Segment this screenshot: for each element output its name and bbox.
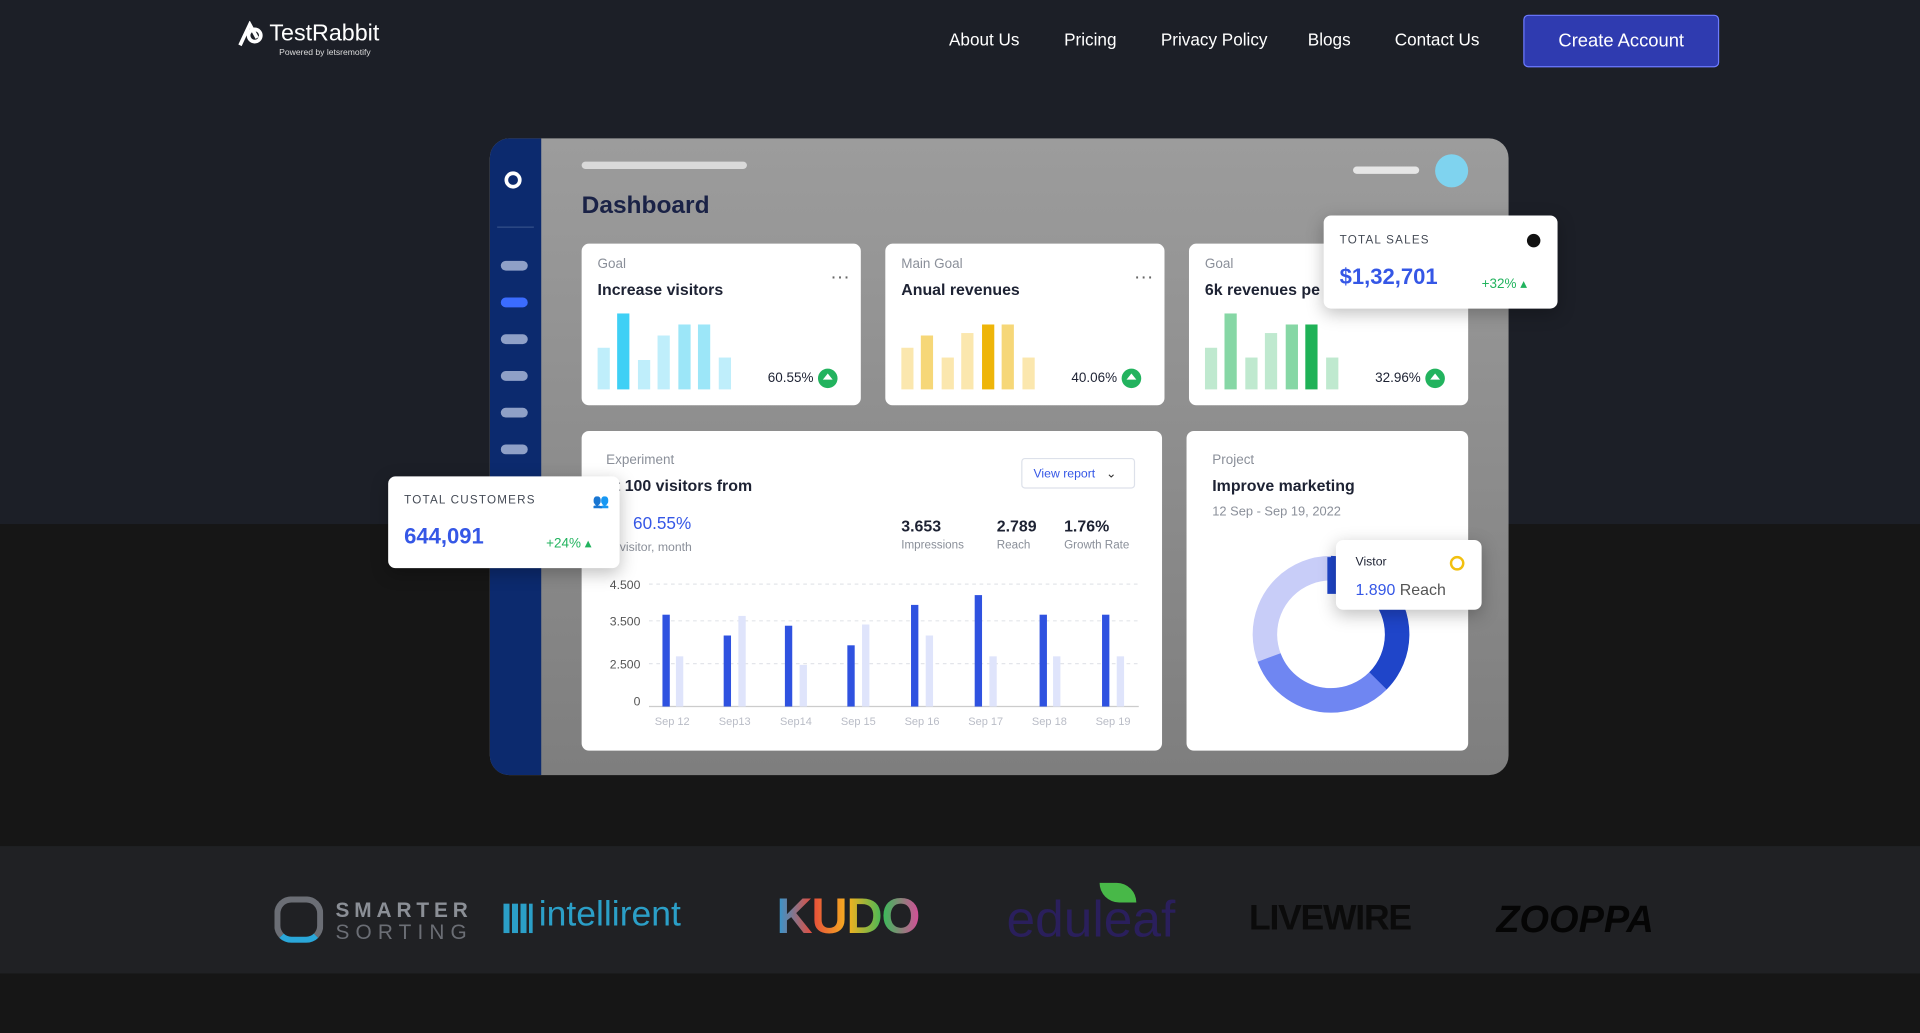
logo: SORTING	[335, 920, 473, 945]
sidebar-item[interactable]	[500, 444, 528, 455]
nav-link[interactable]: Pricing	[1064, 29, 1117, 49]
project-card: Project Improve marketing 12 Sep - Sep 1…	[1186, 431, 1469, 751]
tooltip-unit: Reach	[1399, 580, 1446, 599]
goal-title: Increase visitors	[597, 280, 724, 299]
stat-label: Reach	[996, 538, 1031, 553]
stat-label: Impressions	[901, 538, 964, 553]
sidebar-item[interactable]	[500, 297, 528, 308]
goal-card: Goal Increase visitors ··· 60.55%	[581, 243, 861, 406]
experiment-title: et 100 visitors from	[606, 476, 753, 495]
x-tick-label: Sep14	[780, 716, 812, 728]
nav-link[interactable]: Blogs	[1307, 29, 1351, 49]
sidebar-logo	[504, 171, 522, 189]
logo: LIVEWIRE	[1248, 898, 1412, 938]
stat-title: TOTAL CUSTOMERS	[404, 493, 536, 507]
tooltip-value: 1.890	[1355, 580, 1396, 599]
tooltip-label: Vistor	[1355, 555, 1387, 570]
logo: ZOOPPA	[1496, 897, 1654, 941]
project-dates: 12 Sep - Sep 19, 2022	[1212, 504, 1341, 520]
goal-label: Goal	[1204, 257, 1234, 272]
experiment-label: Experiment	[606, 453, 675, 468]
mini-bars	[1204, 313, 1339, 390]
x-tick-label: Sep 19	[1096, 716, 1131, 728]
nav-link[interactable]: Contact Us	[1394, 29, 1480, 49]
y-tick-label: 3.500	[610, 615, 641, 629]
stat-value: 2.789	[996, 516, 1037, 536]
goal-value: 32.96%	[1375, 370, 1421, 386]
x-tick-label: Sep 16	[905, 716, 940, 728]
logo: SMARTER	[335, 898, 473, 923]
experiment-note: m visitor, month	[606, 541, 692, 555]
button-text: View report	[1033, 467, 1096, 482]
nav-link[interactable]: Privacy Policy	[1160, 29, 1268, 49]
logo: intellirent	[538, 895, 681, 935]
donut	[1252, 555, 1410, 713]
experiment-chart: 4.500 3.500 2.500 0 Sep 12 Sep13 Sep14 S…	[610, 578, 1139, 728]
y-tick-label: 2.500	[610, 658, 641, 672]
total-customers-card: TOTAL CUSTOMERS 👥 644,091 +24% ▴	[388, 476, 620, 569]
goal-label: Goal	[597, 257, 627, 272]
view-report-button[interactable]: View report ⌄	[1021, 457, 1136, 489]
project-label: Project	[1212, 453, 1255, 468]
experiment-rate: 60.55%	[633, 513, 692, 533]
sidebar-item[interactable]	[500, 334, 528, 345]
stat-title: TOTAL SALES	[1339, 233, 1430, 248]
goal-value: 40.06%	[1071, 370, 1118, 386]
mini-bars	[901, 324, 1035, 390]
avatar[interactable]	[1435, 154, 1469, 188]
x-tick-label: Sep 18	[1032, 716, 1067, 728]
tagline: Powered by letsremotify	[279, 48, 371, 58]
x-tick-label: Sep 15	[841, 716, 876, 728]
nav-link[interactable]: About Us	[948, 29, 1020, 49]
sidebar-item[interactable]	[500, 371, 528, 381]
stat-change: +32%	[1481, 276, 1517, 292]
sidebar	[489, 138, 542, 776]
logo: KUDO	[776, 887, 920, 945]
stat-value: 644,091	[404, 524, 484, 549]
cta-button[interactable]: Create Account	[1523, 14, 1720, 68]
logo: eduleaf	[1006, 890, 1176, 948]
menu-dots[interactable]: ···	[830, 266, 850, 288]
total-sales-card: TOTAL SALES $1,32,701 +32% ▴	[1323, 215, 1558, 309]
goal-card: Main Goal Anual revenues ··· 40.06%	[885, 243, 1165, 406]
goal-label: Main Goal	[901, 257, 963, 272]
y-tick-label: 0	[634, 694, 641, 708]
dashboard-title: Dashboard	[581, 192, 710, 220]
stat-value: 3.653	[901, 516, 942, 536]
stat-value: $1,32,701	[1339, 264, 1438, 289]
x-tick-label: Sep 12	[655, 716, 690, 728]
x-tick-label: Sep 17	[968, 716, 1003, 728]
brand-icon	[238, 20, 263, 47]
brand[interactable]: TestRabbit	[269, 20, 380, 47]
stat-value: 1.76%	[1064, 516, 1110, 536]
goal-title: Anual revenues	[901, 280, 1020, 299]
stat-label: Growth Rate	[1064, 538, 1130, 553]
mini-bars	[597, 313, 732, 390]
experiment-card: Experiment et 100 visitors from 60.55% m…	[581, 431, 1163, 751]
reach-tooltip: Vistor 1.890 Reach	[1335, 540, 1482, 610]
menu-dots[interactable]: ···	[1133, 266, 1154, 288]
x-tick-label: Sep13	[719, 716, 751, 728]
stat-change: +24%	[546, 536, 581, 552]
y-tick-label: 4.500	[610, 578, 641, 592]
goal-value: 60.55%	[767, 370, 814, 386]
goal-title: 6k revenues pe	[1204, 280, 1320, 299]
sidebar-item[interactable]	[500, 260, 528, 271]
sidebar-item[interactable]	[500, 407, 528, 418]
project-title: Improve marketing	[1212, 476, 1355, 495]
